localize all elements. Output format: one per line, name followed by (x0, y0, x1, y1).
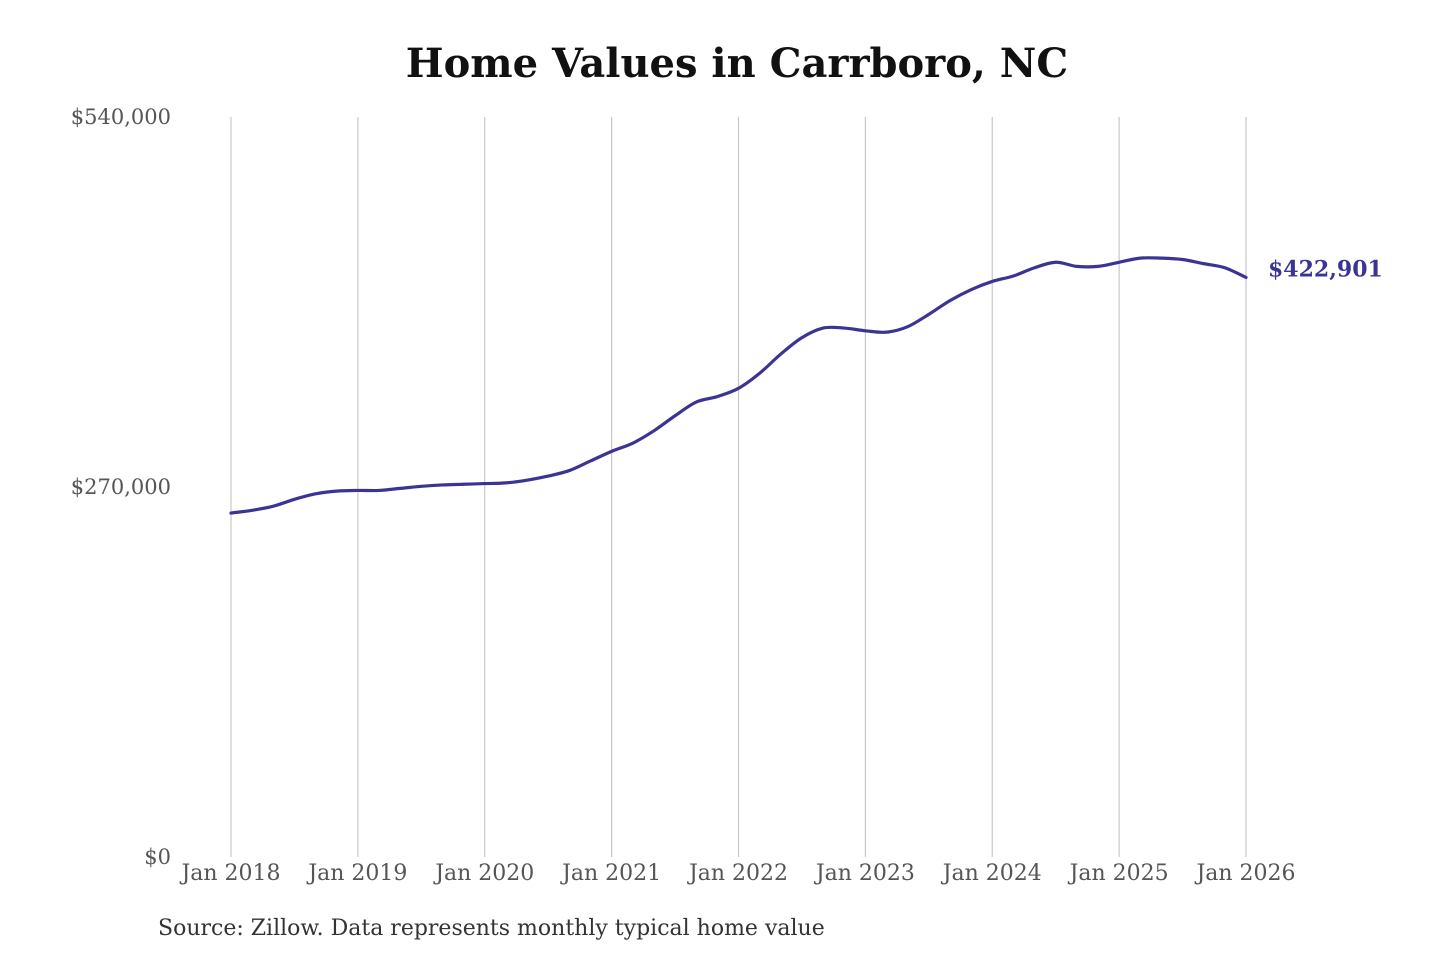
x-tick-label: Jan 2026 (1194, 861, 1295, 886)
chart-source-note: Source: Zillow. Data represents monthly … (158, 916, 825, 941)
x-tick-label: Jan 2019 (306, 861, 407, 886)
y-tick-label: $540,000 (71, 105, 171, 129)
y-axis-ticks: $0 $270,000 $540,000 (71, 105, 171, 869)
end-value-label: $422,901 (1268, 256, 1383, 282)
x-tick-label: Jan 2022 (687, 861, 788, 886)
x-tick-label: Jan 2018 (179, 861, 280, 886)
x-tick-label: Jan 2023 (814, 861, 915, 886)
x-tick-label: Jan 2024 (941, 861, 1042, 886)
grid-layer (230, 117, 1247, 857)
x-tick-label: Jan 2021 (560, 861, 661, 886)
y-tick-label: $270,000 (71, 475, 171, 499)
series-layer (229, 256, 1248, 515)
chart-title: Home Values in Carrboro, NC (405, 40, 1069, 87)
y-tick-label: $0 (144, 845, 171, 869)
x-tick-label: Jan 2025 (1068, 861, 1169, 886)
home-value-line (229, 256, 1248, 515)
x-tick-label: Jan 2020 (433, 861, 534, 886)
label-layer: $422,901 (1268, 256, 1383, 282)
x-axis-ticks: Jan 2018 Jan 2019 Jan 2020 Jan 2021 Jan 2022… (179, 861, 1295, 886)
